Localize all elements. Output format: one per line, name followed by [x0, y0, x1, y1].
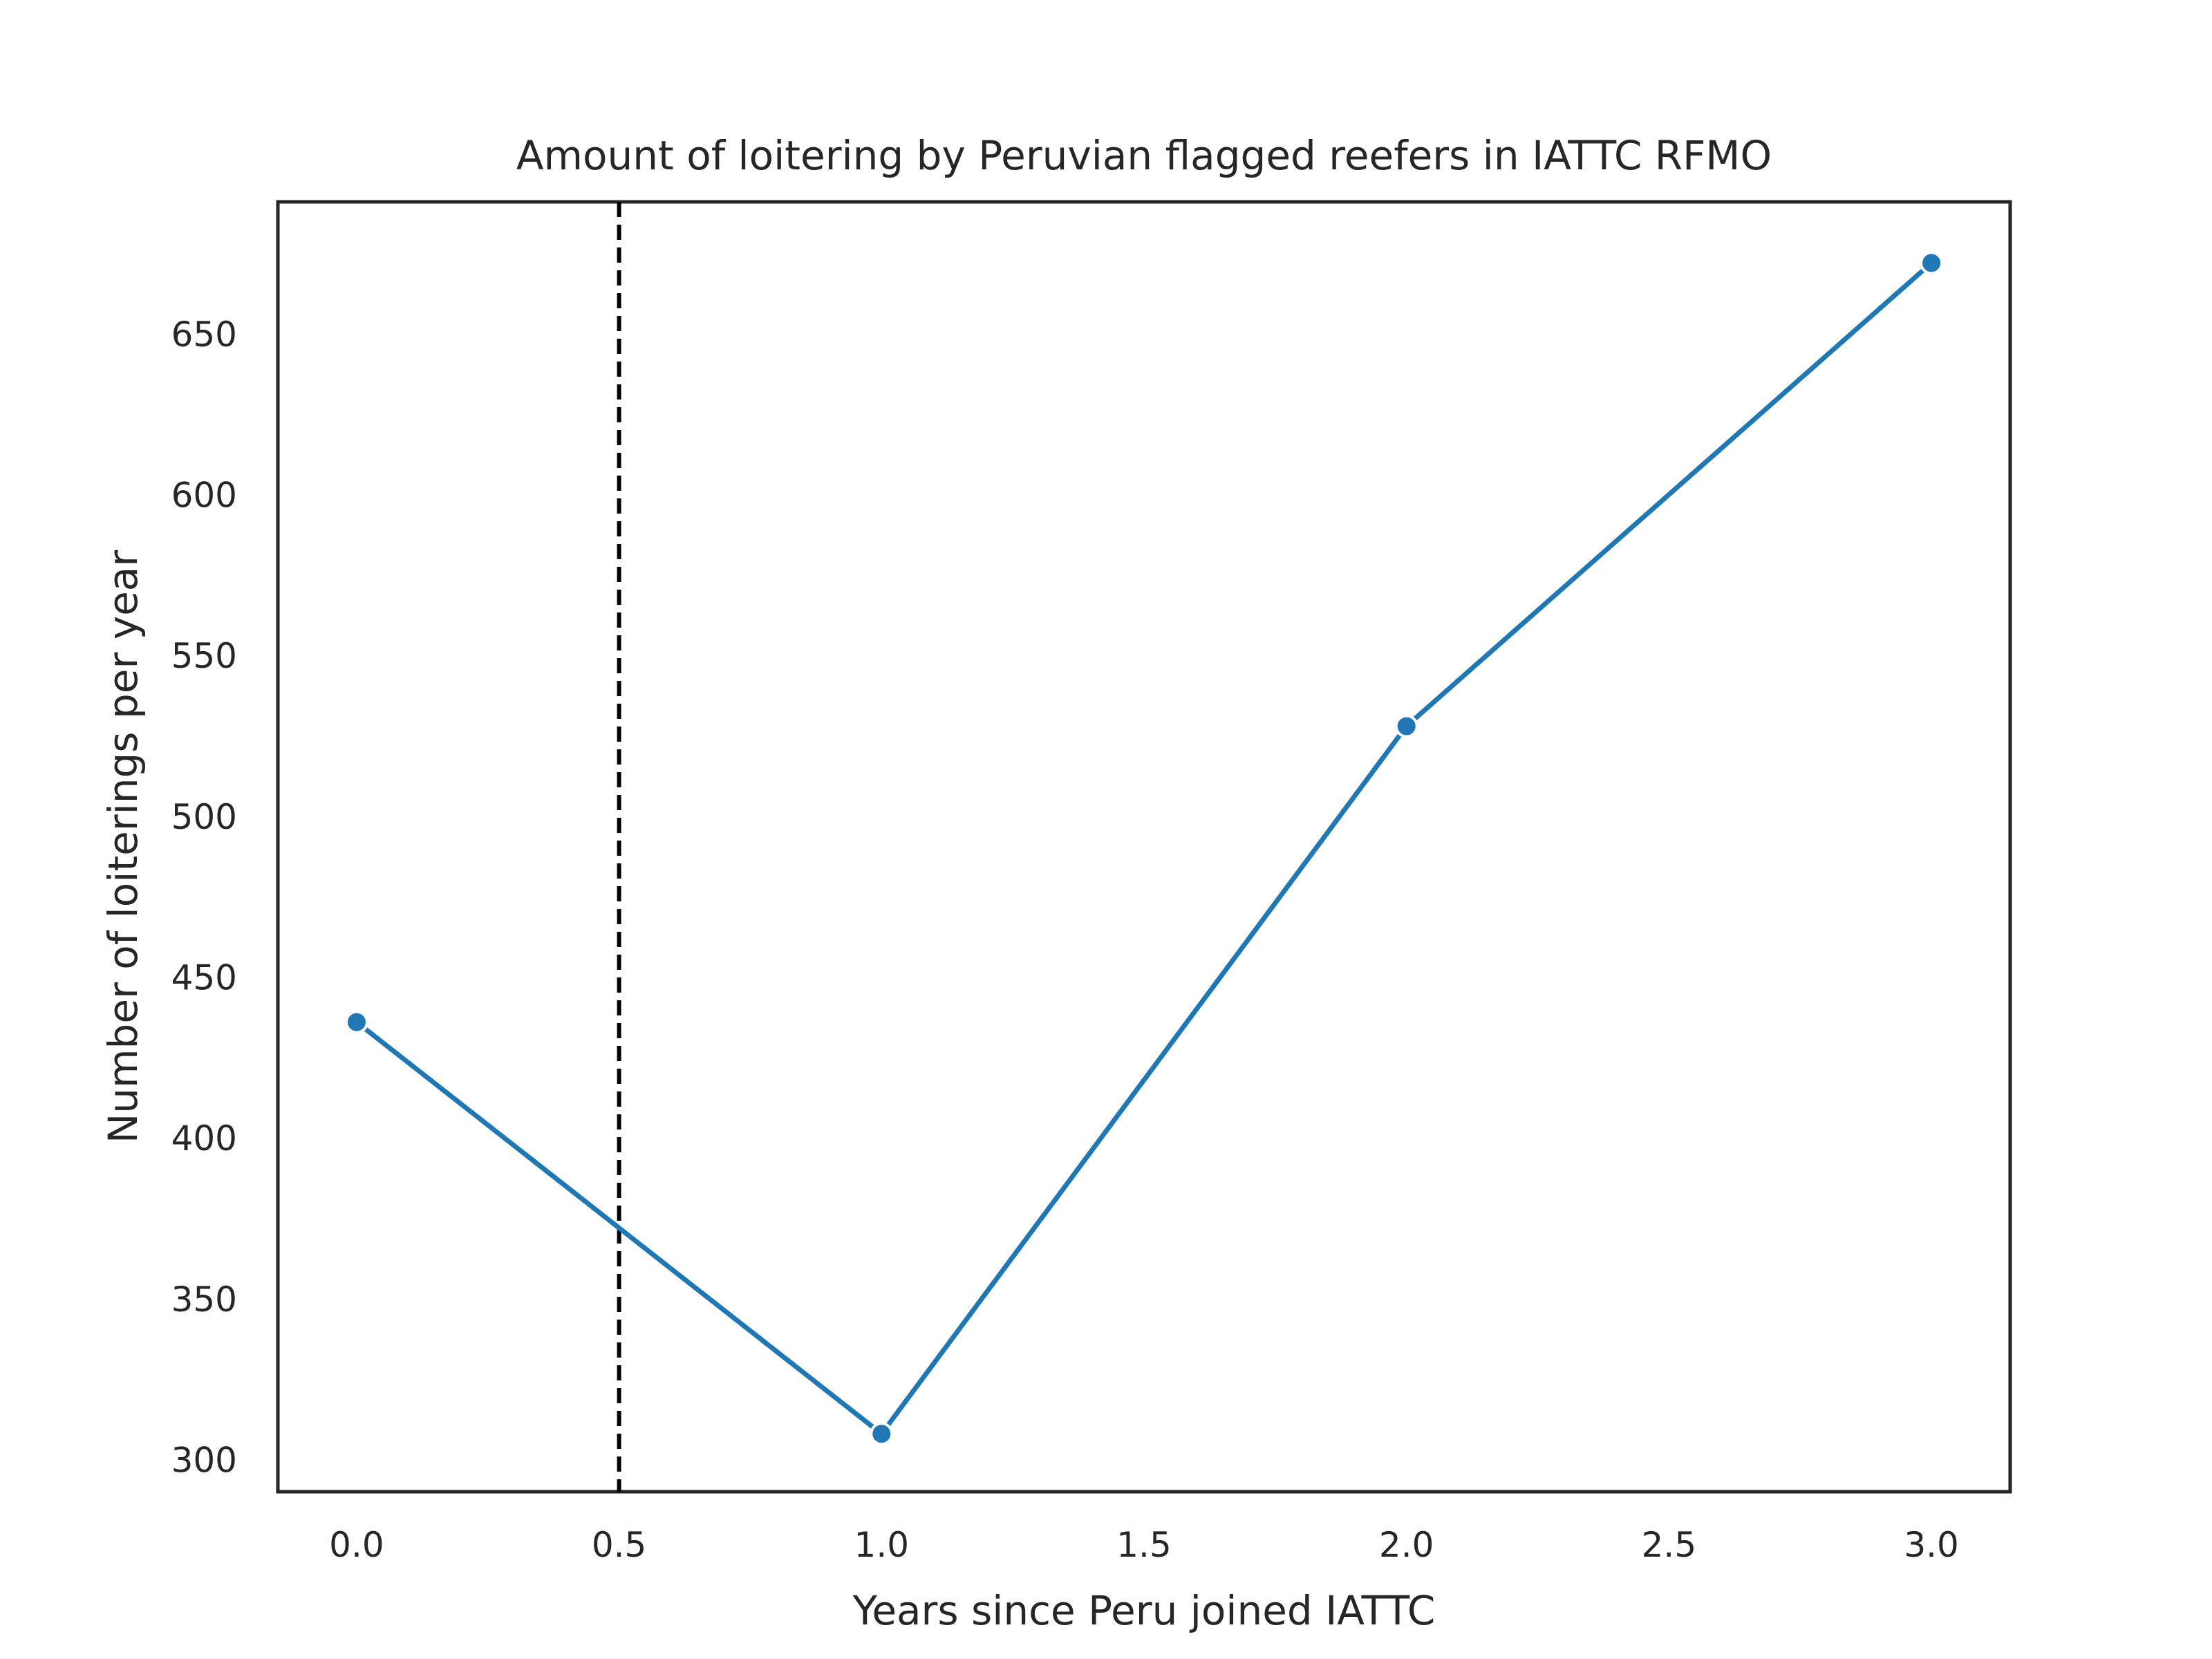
- y-tick-label: 300: [171, 1440, 237, 1480]
- series-line: [354, 260, 1934, 1436]
- x-axis-ticks: 0.0 0.5 1.0 1.5 2.0 2.5 3.0: [329, 1525, 1959, 1565]
- y-tick-label: 500: [171, 797, 237, 837]
- x-tick-label: 1.0: [854, 1525, 910, 1565]
- x-tick-label: 2.0: [1379, 1525, 1434, 1565]
- y-tick-label: 600: [171, 475, 237, 515]
- x-tick-label: 0.5: [592, 1525, 647, 1565]
- x-tick-label: 1.5: [1116, 1525, 1172, 1565]
- data-point: [344, 1010, 368, 1034]
- x-tick-label: 3.0: [1904, 1525, 1959, 1565]
- y-tick-label: 550: [171, 636, 237, 676]
- y-tick-label: 450: [171, 957, 237, 997]
- y-tick-label: 400: [171, 1118, 237, 1159]
- data-point: [870, 1422, 894, 1446]
- plot-frame: [276, 200, 2012, 1494]
- series-layer: [344, 251, 1944, 1446]
- chart-title: Amount of loitering by Peruvian flagged …: [516, 132, 1772, 179]
- x-tick-label: 0.0: [329, 1525, 384, 1565]
- x-axis-label: Years since Peru joined IATTC: [852, 1587, 1436, 1634]
- y-axis-ticks: 300 350 400 450 500 550 600 650: [171, 315, 237, 1481]
- y-tick-label: 350: [171, 1280, 237, 1320]
- x-tick-label: 2.5: [1642, 1525, 1697, 1565]
- data-point: [1394, 714, 1418, 738]
- y-axis-label: Number of loiterings per year: [100, 550, 147, 1143]
- y-tick-label: 650: [171, 315, 237, 355]
- data-point: [1920, 251, 1944, 275]
